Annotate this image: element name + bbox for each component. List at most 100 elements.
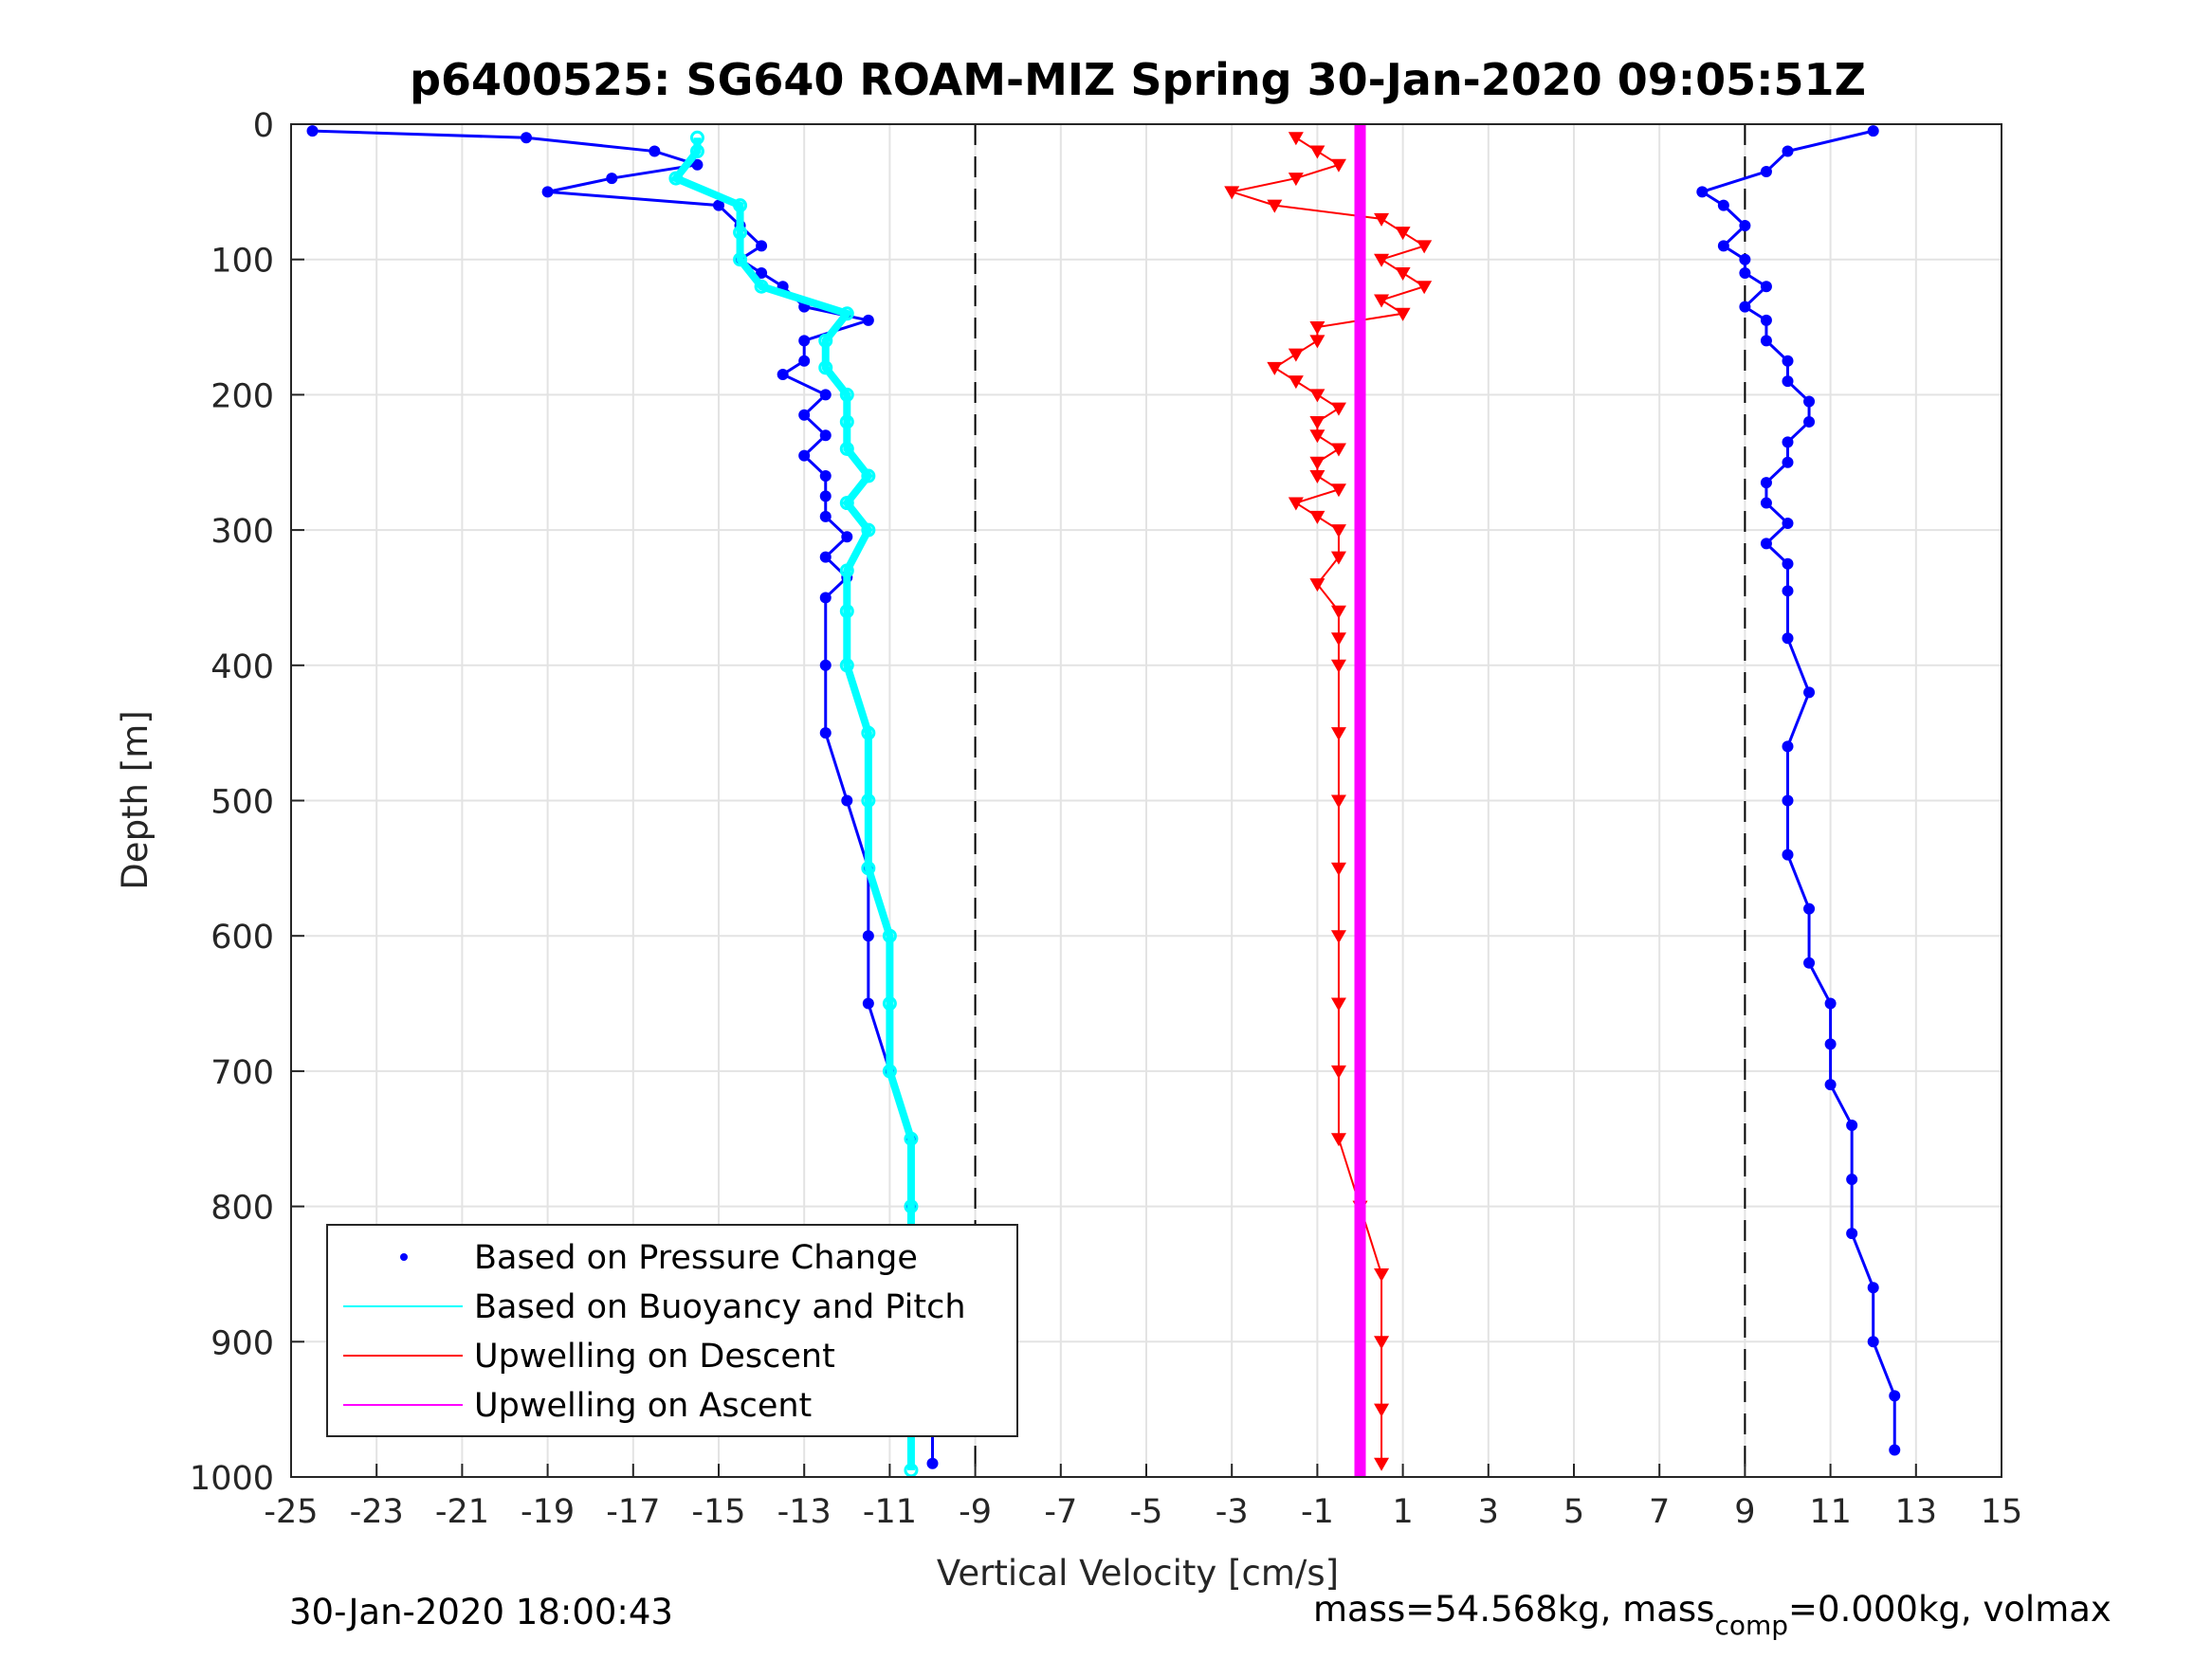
upwelling-descent-point [1395, 227, 1411, 241]
x-tick-label: 15 [1981, 1493, 2023, 1531]
pressure-ascent-point [1760, 314, 1772, 326]
pressure-ascent-point [1717, 240, 1729, 252]
y-tick-label: 900 [210, 1324, 274, 1362]
pressure-ascent-point [1889, 1390, 1901, 1402]
pressure-descent-point [798, 335, 811, 347]
pressure-ascent-point [1739, 266, 1751, 279]
upwelling-descent-point [1374, 294, 1390, 308]
pressure-descent-point [306, 125, 319, 137]
buoyancy-point [882, 996, 897, 1012]
upwelling-descent-point [1395, 266, 1411, 281]
pressure-descent-point [713, 199, 724, 211]
pressure-descent-point [798, 409, 811, 421]
upwelling-descent-point [1309, 510, 1325, 524]
pressure-descent-point [819, 510, 832, 522]
pressure-descent-point [606, 173, 618, 185]
upwelling-descent-point [1374, 212, 1390, 227]
pressure-ascent-point [1739, 253, 1751, 265]
upwelling-descent-point [1330, 930, 1346, 944]
x-tick-label: -5 [1130, 1493, 1163, 1531]
pressure-ascent-point [1824, 997, 1837, 1010]
upwelling-descent-point [1330, 158, 1346, 173]
buoyancy-point [839, 441, 854, 456]
y-tick-label: 0 [253, 107, 274, 145]
buoyancy-point [839, 306, 854, 321]
pressure-descent-point [819, 490, 832, 502]
pressure-ascent-point [1760, 335, 1772, 347]
pressure-ascent-point [1760, 165, 1772, 177]
buoyancy-point [861, 861, 876, 876]
pressure-ascent-point [1782, 557, 1794, 570]
pressure-descent-point [777, 368, 789, 380]
buoyancy-point [733, 252, 748, 267]
x-tick-label: 11 [1809, 1493, 1852, 1531]
pressure-descent-point [862, 997, 874, 1010]
buoyancy-point [733, 198, 748, 213]
upwelling-descent-point [1267, 361, 1283, 375]
x-tick-label: -3 [1216, 1493, 1249, 1531]
pressure-ascent-point [1760, 477, 1772, 489]
pressure-descent-point [649, 145, 661, 157]
x-tick-label: 1 [1392, 1493, 1413, 1531]
upwelling-descent-point [1309, 415, 1325, 429]
pressure-ascent-point [1824, 1079, 1837, 1091]
upwelling-descent-point [1330, 1133, 1346, 1147]
upwelling-descent-point [1374, 1267, 1390, 1282]
pressure-ascent-point [1782, 456, 1794, 468]
buoyancy-point [904, 1131, 919, 1146]
x-tick-label: -17 [606, 1493, 660, 1531]
pressure-descent-point [798, 449, 811, 462]
pressure-ascent-point [1803, 902, 1816, 915]
x-tick-label: -19 [521, 1493, 575, 1531]
upwelling-descent-point [1267, 199, 1283, 213]
legend-marker-pressure [400, 1253, 408, 1261]
footer-mass-text: mass=54.568kg, mass [1313, 1589, 1714, 1630]
buoyancy-point [882, 1064, 897, 1079]
buoyancy-point [689, 144, 704, 159]
buoyancy-point [904, 1463, 919, 1478]
upwelling-descent-point [1288, 173, 1304, 187]
y-tick-label: 1000 [190, 1460, 274, 1498]
upwelling-descent-point [1309, 389, 1325, 403]
pressure-descent-point [691, 158, 704, 171]
upwelling-descent-point [1288, 497, 1304, 511]
pressure-descent-point [798, 355, 811, 367]
x-tick-label: -15 [691, 1493, 745, 1531]
pressure-ascent-point [1739, 301, 1751, 313]
buoyancy-point [861, 522, 876, 538]
pressure-descent-point [819, 592, 832, 604]
upwelling-descent-point [1374, 1403, 1390, 1417]
pressure-descent-point [819, 659, 832, 671]
upwelling-descent-point [1395, 307, 1411, 321]
footer-timestamp: 30-Jan-2020 18:00:43 [289, 1592, 673, 1632]
pressure-ascent-point [1846, 1228, 1858, 1240]
pressure-ascent-point [1867, 125, 1879, 137]
upwelling-descent-point [1330, 402, 1346, 416]
x-tick-label: -25 [264, 1493, 318, 1531]
pressure-ascent-point [1824, 1038, 1837, 1050]
x-tick-label: -7 [1044, 1493, 1077, 1531]
upwelling-descent-point [1288, 132, 1304, 146]
y-axis-label: Depth [m] [115, 710, 155, 889]
pressure-ascent-point [1867, 1282, 1879, 1294]
buoyancy-point [754, 279, 769, 294]
pressure-ascent-point [1760, 497, 1772, 509]
pressure-ascent-point [1803, 957, 1816, 969]
pressure-ascent-point [1717, 199, 1729, 211]
buoyancy-point [839, 387, 854, 402]
pressure-ascent-point [1782, 794, 1794, 807]
upwelling-descent-point [1330, 659, 1346, 673]
pressure-ascent-point [1782, 145, 1794, 157]
pressure-ascent-point [1782, 585, 1794, 597]
pressure-ascent-point [1867, 1336, 1879, 1348]
x-tick-label: 9 [1734, 1493, 1755, 1531]
pressure-ascent-point [1739, 220, 1751, 232]
legend-label-ascent: Upwelling on Ascent [474, 1387, 812, 1425]
buoyancy-point [839, 563, 854, 578]
upwelling-descent-point [1374, 1336, 1390, 1350]
pressure-descent-point [541, 186, 554, 198]
pressure-ascent-point [1760, 538, 1772, 550]
upwelling-descent-point [1330, 551, 1346, 565]
upwelling-descent-point [1330, 632, 1346, 647]
